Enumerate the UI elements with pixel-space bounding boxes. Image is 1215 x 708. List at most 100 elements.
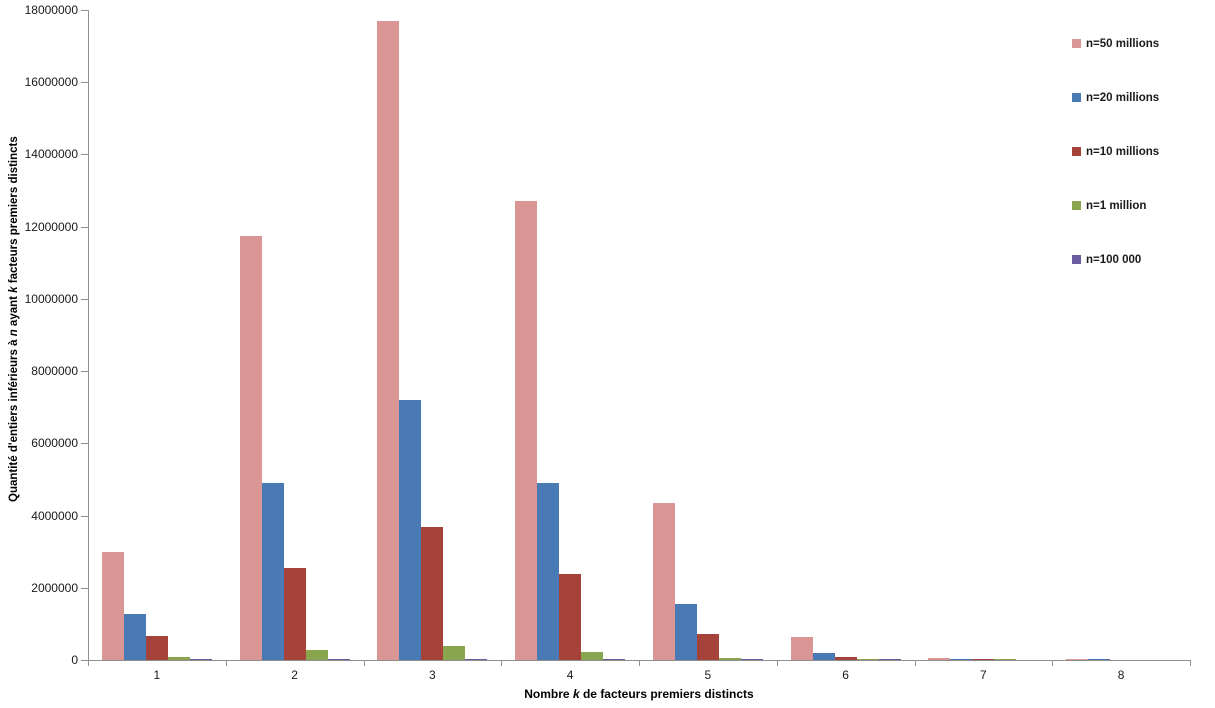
x-category-label: 6 [842,668,849,682]
bar [740,659,763,660]
bar [812,653,835,660]
bar [878,659,901,660]
bar [145,636,168,660]
legend-label: n=20 millions [1086,91,1160,104]
x-category-label: 5 [704,668,712,682]
x-tick-mark [88,661,89,666]
y-tick-label: 12000000 [24,219,78,234]
x-category-label: 3 [429,668,436,682]
bar [856,659,879,660]
y-axis-title-text: Quantité d'entiers inférieurs à [8,336,20,503]
legend-swatch-icon [1072,147,1081,156]
bar [928,658,951,660]
bar [261,483,284,660]
bar [972,659,995,660]
bar-group [501,10,639,660]
y-tick-mark [81,587,88,589]
x-tick-mark [1052,661,1053,666]
x-axis-title-text: de facteurs premiers distincts [579,687,754,701]
bar-group [364,10,502,660]
bar-group [915,10,1053,660]
y-tick-mark [81,371,88,373]
bar-group [639,10,777,660]
bar [189,659,212,660]
legend: n=50 millions n=20 millions n=10 millions n… [1072,37,1160,266]
bar [1088,659,1111,660]
bar-group [1052,10,1190,660]
bar [994,659,1017,660]
x-category-label: 1 [153,668,161,682]
x-tick-mark [501,661,502,666]
bar [537,483,560,660]
legend-swatch-icon [1072,93,1081,102]
legend-item: n=1 million [1072,199,1159,212]
bar [674,604,697,660]
legend-swatch-icon [1072,255,1081,264]
legend-label: n=10 millions [1086,145,1160,158]
bar [581,652,604,660]
y-tick-mark [81,298,88,300]
y-tick-label: 16000000 [24,75,78,90]
bar [283,568,306,660]
bar [239,236,262,660]
y-tick-label: 14000000 [24,147,78,162]
legend-label: n=50 millions [1086,37,1160,50]
bar [123,614,146,660]
legend-label: n=100 000 [1086,253,1142,266]
legend-swatch-icon [1072,201,1081,210]
legend-item: n=100 000 [1072,253,1159,266]
legend-item: n=20 millions [1072,91,1160,104]
x-category-label: 2 [291,668,298,682]
x-category-label: 4 [566,668,574,682]
plot-area [88,10,1191,661]
bar [305,650,328,660]
bar [167,657,190,660]
y-tick-mark [81,226,88,228]
x-axis-title-text: Nombre [524,687,573,701]
y-tick-label: 4000000 [31,508,78,523]
bar [399,400,422,660]
bar [515,201,538,660]
y-tick-label: 0 [71,653,78,667]
y-tick-mark [81,82,88,84]
y-tick-mark [81,10,88,11]
y-tick-label: 2000000 [31,580,78,595]
y-tick-mark [81,443,88,445]
y-tick-mark [81,660,88,661]
bar [834,657,857,660]
x-tick-mark [777,661,778,666]
legend-label: n=1 million [1086,199,1147,212]
y-tick-label: 8000000 [31,364,78,379]
bar-group [88,10,226,660]
bar-group [777,10,915,660]
x-axis-title-var-k: k [572,687,580,701]
x-tick-mark [226,661,227,666]
y-tick-label: 6000000 [31,436,78,451]
x-axis-title: Nombre k de facteurs premiers distincts [88,687,1190,701]
x-category-label: 8 [1117,668,1125,682]
x-tick-mark [364,661,365,666]
bar [421,527,444,660]
bar [652,503,675,660]
bar-group [226,10,364,660]
bar [696,634,719,660]
bar [790,637,813,660]
bar [718,658,741,660]
bar [327,659,350,660]
bar [1066,659,1089,660]
y-tick-label: 10000000 [24,291,78,306]
x-tick-mark [1190,661,1191,666]
bar [443,646,466,660]
y-tick-mark [81,154,88,156]
legend-item: n=10 millions [1072,145,1160,158]
x-tick-mark [639,661,640,666]
bar [101,552,124,660]
y-tick-label: 18000000 [24,3,78,17]
bar [559,574,582,660]
bar [603,659,626,660]
bar [377,21,400,660]
bar [465,659,488,660]
x-tick-mark [915,661,916,666]
bar [950,659,973,660]
x-category-label: 7 [980,668,987,682]
